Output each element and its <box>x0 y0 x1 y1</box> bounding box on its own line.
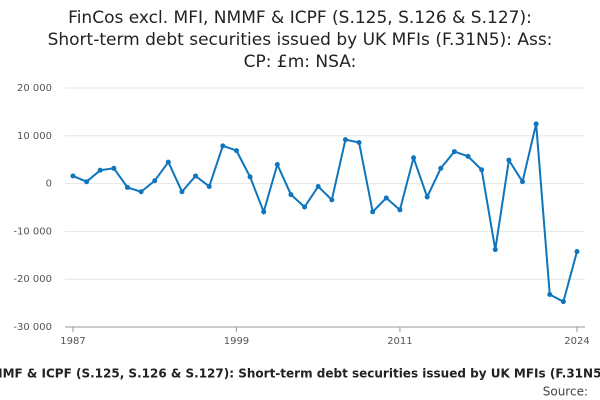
y-tick-label: -10 000 <box>13 226 52 237</box>
data-point <box>383 195 389 201</box>
data-point <box>302 204 308 210</box>
data-point <box>574 248 580 254</box>
chart-title: Short-term debt securities issued by UK … <box>48 30 553 50</box>
data-point <box>356 139 362 145</box>
data-point <box>233 148 239 154</box>
x-tick-label: 1987 <box>60 336 85 347</box>
data-point <box>397 207 403 213</box>
data-point <box>424 194 430 200</box>
data-point <box>84 179 90 185</box>
data-point <box>329 197 335 203</box>
data-point <box>261 209 267 215</box>
data-point <box>193 173 199 179</box>
data-point <box>492 247 498 253</box>
data-point <box>411 155 417 161</box>
data-point <box>560 299 566 305</box>
data-point <box>206 183 212 189</box>
data-point <box>179 189 185 195</box>
data-point <box>165 159 171 165</box>
source: Source: <box>543 385 588 399</box>
data-point <box>438 165 444 171</box>
chart-title: FinCos excl. MFI, NMMF & ICPF (S.125, S.… <box>68 8 532 28</box>
data-point <box>520 179 526 185</box>
chart-title: CP: £m: NSA: <box>244 52 357 72</box>
data-point <box>97 167 103 173</box>
data-point <box>288 192 294 198</box>
series-line <box>72 123 578 304</box>
data-point <box>465 153 471 159</box>
data-point <box>274 161 280 167</box>
data-point <box>124 184 130 190</box>
x-tick-label: 2011 <box>387 336 412 347</box>
data-point <box>479 167 485 173</box>
y-tick-label: -20 000 <box>13 274 52 285</box>
data-point <box>506 157 512 163</box>
data-point <box>315 183 321 189</box>
data-point <box>370 209 376 215</box>
data-point <box>247 174 253 180</box>
data-point <box>138 189 144 195</box>
y-tick-label: 20 000 <box>17 83 52 94</box>
legend-label: FinCos excl. MFI, NMMF & ICPF (S.125, S.… <box>0 367 600 381</box>
y-tick-label: 0 <box>46 179 52 190</box>
data-point <box>533 121 539 127</box>
data-point <box>111 165 117 171</box>
x-tick-label: 1999 <box>224 336 249 347</box>
x-tick-label: 2024 <box>564 336 589 347</box>
data-point <box>547 291 553 297</box>
data-point <box>451 149 457 155</box>
data-point <box>70 173 76 179</box>
data-point <box>152 178 158 184</box>
data-point <box>342 137 348 143</box>
y-tick-label: -30 000 <box>13 322 52 333</box>
data-point <box>220 143 226 149</box>
y-tick-label: 10 000 <box>17 131 52 142</box>
